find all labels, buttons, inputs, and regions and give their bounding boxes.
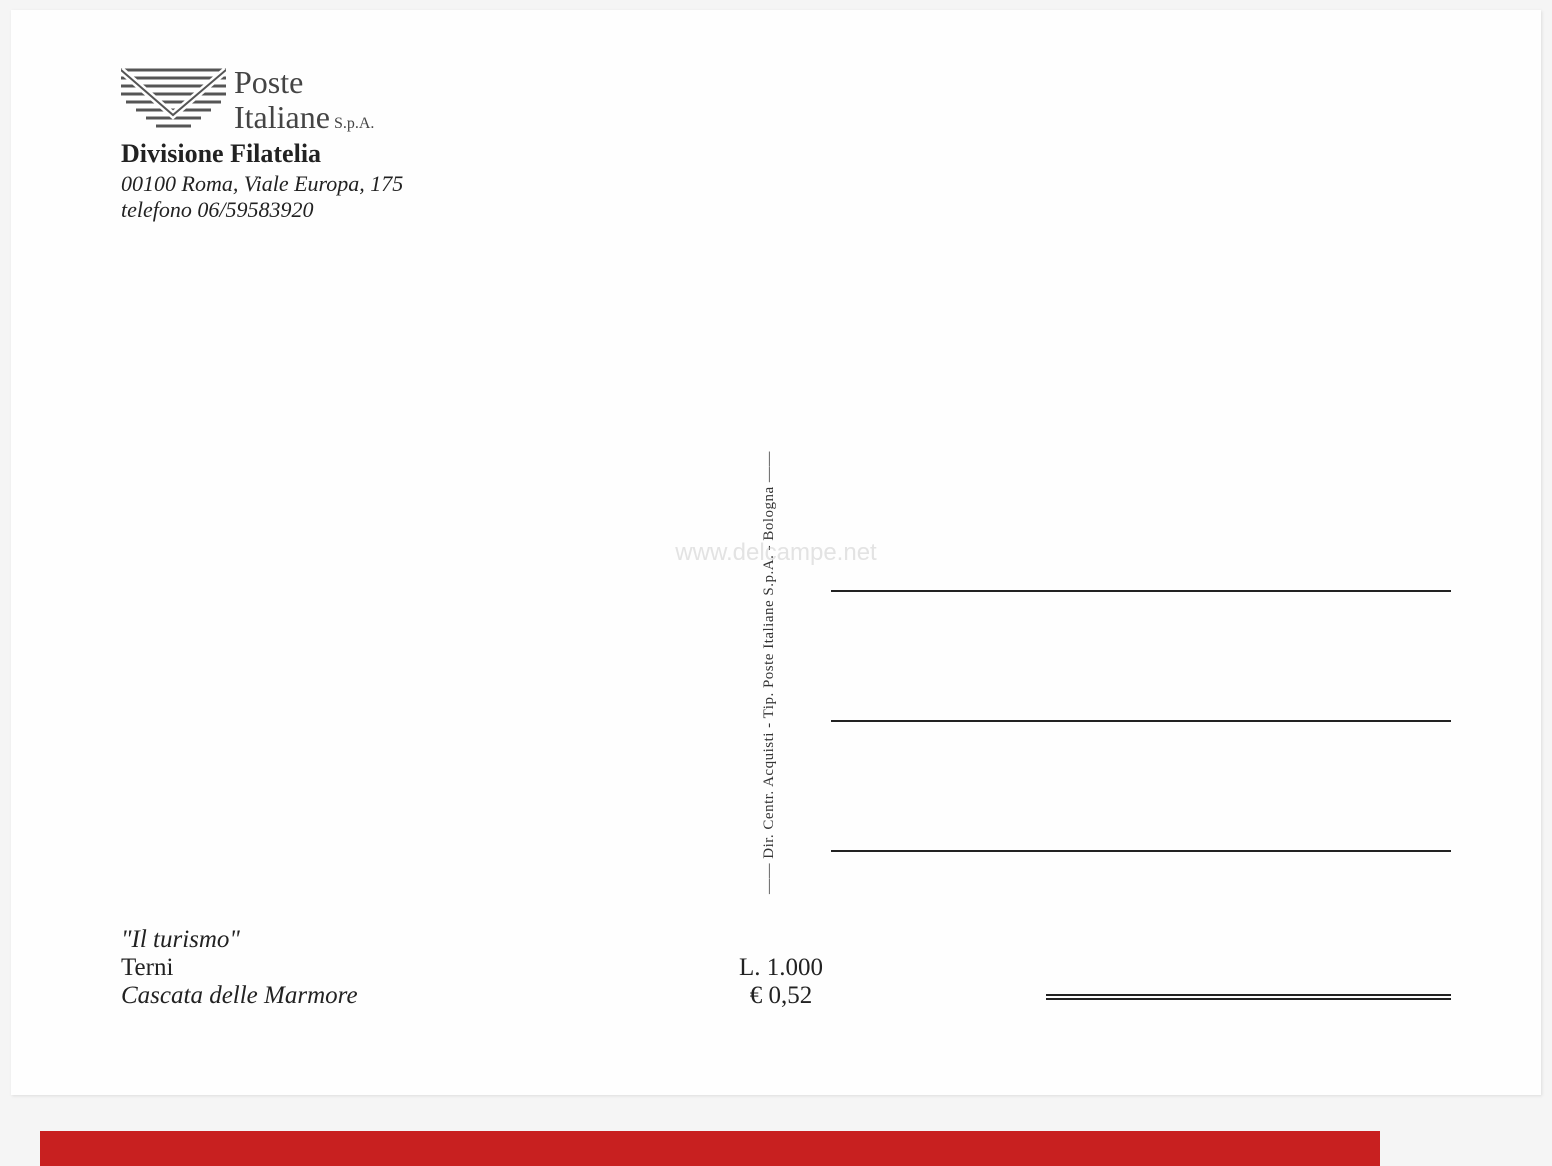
location-name: Cascata delle Marmore <box>121 982 358 1010</box>
logo-text-bottom: Italiane <box>234 99 330 135</box>
logo-text-top: Poste <box>234 64 303 100</box>
header-section: Poste ItalianeS.p.A. Divisione Filatelia… <box>121 65 403 223</box>
price-lire: L. 1.000 <box>739 954 823 982</box>
logo-text: Poste ItalianeS.p.A. <box>234 65 374 135</box>
price-euro: € 0,52 <box>739 982 823 1010</box>
price-block: L. 1.000 € 0,52 <box>739 954 823 1010</box>
series-title: "Il turismo" <box>121 926 358 954</box>
address-line-2 <box>831 720 1451 722</box>
logo-block: Poste ItalianeS.p.A. <box>121 65 403 135</box>
postcard-container: Poste ItalianeS.p.A. Divisione Filatelia… <box>11 10 1541 1095</box>
double-underline <box>1046 994 1451 1000</box>
poste-logo-icon <box>121 65 226 135</box>
recipient-address-lines <box>831 590 1451 980</box>
division-title: Divisione Filatelia <box>121 139 403 169</box>
address-line: 00100 Roma, Viale Europa, 175 <box>121 171 403 197</box>
printer-credit: —— Dir. Centr. Acquisti - Tip. Poste Ita… <box>761 425 778 920</box>
red-strip <box>40 1131 1380 1166</box>
postcard-info: "Il turismo" Terni Cascata delle Marmore <box>121 926 358 1010</box>
logo-suffix: S.p.A. <box>334 115 374 132</box>
phone-line: telefono 06/59583920 <box>121 197 403 223</box>
address-line-1 <box>831 590 1451 592</box>
city-name: Terni <box>121 954 358 982</box>
address-line-3 <box>831 850 1451 852</box>
